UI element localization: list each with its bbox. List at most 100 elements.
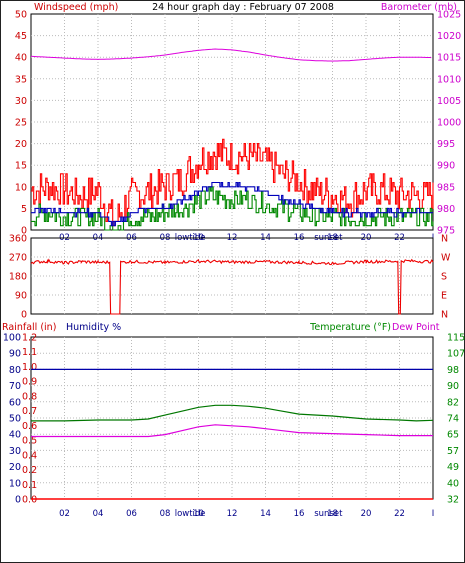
temperature-tick-label: 115 [447,333,465,344]
right-tick-label: 985 [437,182,455,193]
series-lines [31,368,434,500]
left-tick-label: 5 [21,204,27,215]
temperature-tick-label: 98 [447,365,459,376]
dew-point-line [31,424,433,438]
right-tick-label: 1015 [437,53,461,64]
wind-average-line [31,181,433,227]
rain-humidity-temperature-chart: Rainfall (in) Humidity % Temperature (°F… [2,322,465,519]
humidity-tick-label: 10 [9,478,21,489]
right-axis-title: Barometer (mb) [381,2,457,13]
rain-tick-label: 0.1 [22,480,37,491]
humidity-tick-label: 30 [9,446,21,457]
series-lines [30,258,434,315]
left-tick-labels: 0 5 10 15 20 25 30 35 40 45 50 [15,10,27,237]
right-tick-label: 1020 [437,31,461,42]
x-tick-label: 14 [260,509,271,519]
left-tick-labels: 0 10 20 30 40 50 60 70 80 90 100 0.0 0.1 0.2 0.4 0.5 0.6… [3,333,37,506]
x-tick-label: 16 [294,509,305,519]
left-tick-label: 180 [9,272,27,283]
rain-tick-label: 0.9 [22,377,37,388]
direction-label: S [441,272,447,283]
rain-tick-label: 1.0 [22,362,37,373]
x-tick-label: 18 [327,509,338,519]
rain-tick-label: 0.2 [22,465,37,476]
chart-title: 24 hour graph day : February 07 2008 [152,2,334,13]
left-tick-label: 50 [15,10,27,21]
direction-label: N [441,310,448,321]
left-tick-label: 360 [9,234,27,245]
right-tick-label: 1025 [437,10,461,21]
humidity-axis-title: Humidity % [66,322,121,333]
grid [31,337,433,499]
direction-label: W [441,253,451,264]
x-tick-label: 12 [227,509,238,519]
humidity-tick-label: 0 [15,495,21,506]
temperature-axis-title: Temperature (°F) [309,322,391,333]
humidity-tick-label: 40 [9,430,21,441]
x-tick-label: 20 [361,509,372,519]
right-tick-labels: 32 40 49 57 65 74 82 90 98 107 115 [447,333,465,506]
event-label: lowtide [175,509,206,519]
right-tick-label: 995 [437,139,455,150]
right-tick-label: 1000 [437,118,461,129]
left-tick-label: 90 [15,291,27,302]
rain-tick-label: 0.4 [22,450,37,461]
x-tick-label: 02 [59,509,70,519]
right-tick-label: 990 [437,161,455,172]
left-axis-title: Windspeed (mph) [34,2,118,13]
left-tick-label: 35 [15,74,27,85]
rain-tick-label: 1.2 [22,333,37,344]
x-tick-label: 08 [160,509,171,519]
rain-axis-title: Rainfall (in) [2,322,56,333]
humidity-tick-label: 80 [9,365,21,376]
temperature-tick-label: 74 [447,414,459,425]
rain-tick-label: 0.6 [22,421,37,432]
left-tick-label: 45 [15,31,27,42]
left-tick-label: 25 [15,118,27,129]
right-tick-labels: 975 980 985 990 995 1000 1005 1010 1015 1020 1025 [437,10,461,237]
temperature-tick-label: 49 [447,462,459,473]
wind-barometer-chart: Windspeed (mph) 24 hour graph day : Febr… [15,2,461,243]
rain-tick-label: 0.0 [22,495,37,506]
rain-tick-label: 0.5 [22,436,37,447]
left-tick-label: 15 [15,161,27,172]
x-tick-label: 22 [394,509,405,519]
temperature-tick-label: 107 [447,349,465,360]
left-tick-label: 0 [21,310,27,321]
temperature-tick-label: 40 [447,478,459,489]
temperature-tick-label: 90 [447,381,459,392]
humidity-tick-label: 60 [9,397,21,408]
left-tick-label: 40 [15,53,27,64]
dewpoint-axis-title: Dew Point [392,322,440,333]
temperature-line [31,404,434,422]
humidity-tick-label: 70 [9,381,21,392]
x-tick-label: 06 [126,509,137,519]
right-tick-label: 1010 [437,74,461,85]
left-tick-label: 30 [15,96,27,107]
left-tick-label: 0 [21,226,27,237]
right-tick-label: 1005 [437,96,461,107]
left-tick-label: 270 [9,253,27,264]
left-tick-labels: 0 90 180 270 360 [9,234,27,321]
rain-tick-label: 1.1 [22,347,37,358]
temperature-tick-label: 65 [447,430,459,441]
windspeed-line [31,138,434,227]
humidity-tick-label: 50 [9,414,21,425]
barometer-line [30,48,432,62]
rain-tick-label: 0.7 [22,406,37,417]
humidity-tick-label: 20 [9,462,21,473]
x-tick-label: I [432,509,435,519]
temperature-tick-label: 57 [447,446,459,457]
event-label: sunset [314,509,343,519]
left-tick-label: 20 [15,139,27,150]
rain-tick-label: 0.8 [22,391,37,402]
x-tick-label: 10 [193,509,204,519]
right-tick-label: 975 [437,226,455,237]
direction-label: E [441,291,447,302]
humidity-tick-label: 100 [3,333,21,344]
